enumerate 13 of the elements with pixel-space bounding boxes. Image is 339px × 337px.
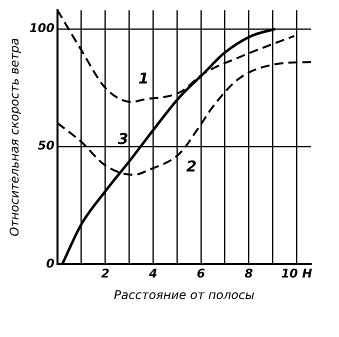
x-tick-label: 8 xyxy=(244,266,253,281)
y-tick-label: 100 xyxy=(29,21,54,36)
x-tick-label: 4 xyxy=(148,266,158,281)
y-tick-label: 0 xyxy=(46,256,54,270)
x-axis-title: Расстояние от полосы xyxy=(114,288,255,302)
x-tick-label: 10 H xyxy=(281,266,312,281)
x-tick-label: 2 xyxy=(101,266,110,281)
series-label: 3 xyxy=(118,130,128,148)
series-label: 2 xyxy=(186,158,197,176)
x-tick-label: 6 xyxy=(196,266,206,281)
series-label: 1 xyxy=(138,69,149,88)
y-tick-label: 50 xyxy=(38,138,54,153)
y-axis-title: Относительная скорость ветра xyxy=(7,38,22,236)
